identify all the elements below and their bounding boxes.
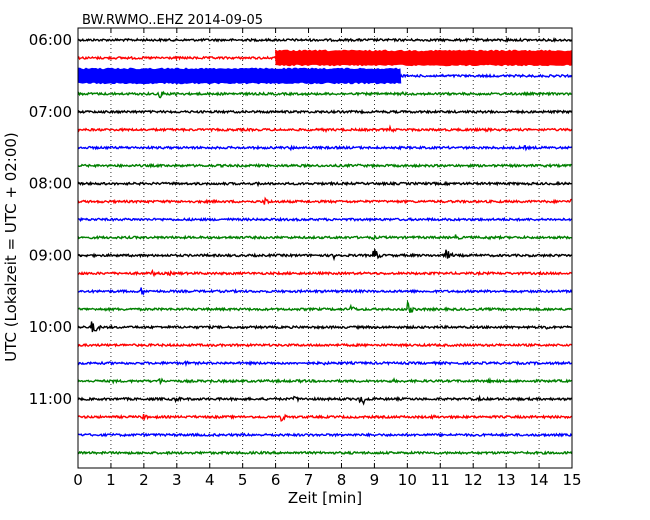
trace-saturation bbox=[77, 67, 402, 85]
x-tick-label: 7 bbox=[304, 471, 314, 489]
trace-line bbox=[77, 268, 572, 278]
trace-0815 bbox=[77, 196, 572, 205]
x-tick-label: 11 bbox=[431, 471, 450, 489]
x-tick-label: 10 bbox=[398, 471, 417, 489]
trace-0615 bbox=[77, 49, 573, 67]
trace-line bbox=[77, 299, 572, 313]
trace-0745 bbox=[77, 162, 572, 169]
y-tick-label: 10:00 bbox=[29, 318, 72, 336]
trace-1000 bbox=[77, 321, 572, 333]
x-tick-label: 15 bbox=[562, 471, 581, 489]
y-tick-label: 07:00 bbox=[29, 103, 72, 121]
trace-0945 bbox=[77, 299, 572, 313]
trace-line bbox=[77, 413, 573, 422]
trace-1145 bbox=[77, 450, 573, 456]
y-tick-label: 08:00 bbox=[29, 175, 72, 193]
trace-line bbox=[77, 432, 573, 438]
x-tick-label: 8 bbox=[337, 471, 347, 489]
trace-line bbox=[77, 342, 573, 348]
trace-line bbox=[77, 450, 573, 456]
trace-line bbox=[77, 124, 573, 134]
trace-0630 bbox=[77, 67, 573, 85]
chart-title: BW.RWMO..EHZ 2014-09-05 bbox=[82, 13, 263, 28]
trace-0915 bbox=[77, 268, 572, 278]
x-tick-label: 1 bbox=[106, 471, 116, 489]
trace-line bbox=[77, 321, 572, 333]
trace-line bbox=[77, 180, 572, 188]
trace-line bbox=[77, 287, 573, 297]
trace-line bbox=[77, 90, 572, 99]
trace-line bbox=[77, 162, 572, 169]
trace-line bbox=[77, 144, 573, 152]
trace-line bbox=[77, 108, 573, 115]
trace-0900 bbox=[77, 249, 572, 262]
trace-line bbox=[77, 36, 572, 43]
grid-lines bbox=[110, 28, 540, 468]
x-tick-label: 9 bbox=[370, 471, 380, 489]
trace-1015 bbox=[77, 342, 573, 348]
x-tick-label: 5 bbox=[238, 471, 248, 489]
trace-0700 bbox=[77, 108, 573, 115]
y-tick-label: 11:00 bbox=[29, 390, 72, 408]
x-tick-label: 2 bbox=[139, 471, 149, 489]
trace-0730 bbox=[77, 144, 573, 152]
trace-0600 bbox=[77, 36, 572, 43]
trace-1045 bbox=[77, 377, 572, 386]
trace-saturation bbox=[275, 49, 573, 67]
x-tick-label: 0 bbox=[73, 471, 83, 489]
trace-0830 bbox=[77, 216, 573, 223]
trace-line bbox=[77, 394, 572, 406]
x-tick-label: 14 bbox=[530, 471, 549, 489]
trace-1030 bbox=[77, 360, 573, 368]
seismic-traces bbox=[77, 36, 573, 456]
trace-line bbox=[77, 360, 573, 368]
trace-line bbox=[77, 196, 572, 205]
trace-1115 bbox=[77, 413, 573, 422]
axis-ticks: 0 1 2 3 4 5 6 7 8 9 10 11 12 13 14 1506:0007:0008:0009:… bbox=[29, 28, 582, 489]
x-axis-label: Zeit [min] bbox=[288, 489, 362, 507]
trace-line bbox=[77, 377, 572, 386]
trace-line bbox=[77, 234, 572, 241]
trace-0800 bbox=[77, 180, 572, 188]
trace-0715 bbox=[77, 124, 573, 134]
trace-0930 bbox=[77, 287, 573, 297]
trace-1130 bbox=[77, 432, 573, 438]
x-tick-label: 6 bbox=[271, 471, 281, 489]
y-axis-label: UTC (Lokalzeit = UTC + 02:00) bbox=[2, 132, 20, 362]
x-tick-label: 3 bbox=[172, 471, 182, 489]
x-tick-label: 12 bbox=[464, 471, 483, 489]
trace-line bbox=[77, 216, 573, 223]
trace-1100 bbox=[77, 394, 572, 406]
x-tick-label: 4 bbox=[205, 471, 215, 489]
y-tick-label: 06:00 bbox=[29, 31, 72, 49]
trace-line bbox=[77, 249, 572, 262]
x-tick-label: 13 bbox=[497, 471, 516, 489]
trace-0845 bbox=[77, 234, 572, 241]
y-tick-label: 09:00 bbox=[29, 246, 72, 264]
plot-frame bbox=[77, 27, 573, 469]
trace-0645 bbox=[77, 90, 572, 99]
